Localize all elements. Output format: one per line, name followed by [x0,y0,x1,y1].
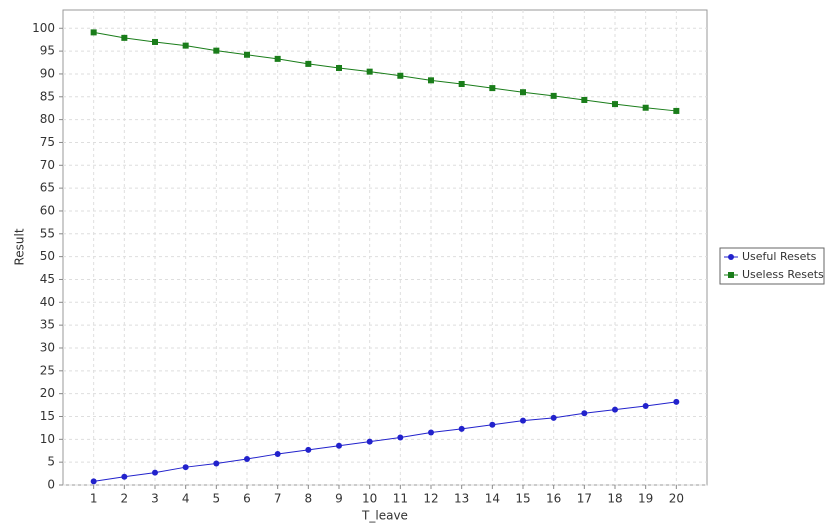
data-point [121,34,128,41]
data-point [121,473,128,480]
data-point [305,60,312,67]
legend-marker [728,254,734,260]
data-point [612,406,618,413]
y-tick-label: 80 [40,112,55,126]
data-point [642,402,649,409]
x-tick-label: 11 [393,492,408,506]
x-tick-label: 8 [305,492,313,506]
data-point [213,460,220,467]
x-tick-label: 3 [151,492,159,506]
data-point [673,398,680,405]
data-point [520,89,526,96]
y-tick-label: 45 [40,272,55,286]
data-point [489,421,496,428]
y-tick-label: 30 [40,340,55,354]
series-line [93,401,677,482]
data-point [581,410,588,417]
data-point [244,455,250,462]
legend-box [719,247,825,285]
x-tick-label: 4 [182,492,190,506]
x-tick-label: 9 [335,492,343,506]
x-tick-label: 7 [274,492,282,506]
data-point [458,80,465,87]
data-point [336,442,342,449]
data-point [428,429,434,436]
x-tick-label: 10 [362,492,377,506]
y-tick-label: 65 [40,181,55,195]
y-tick-label: 85 [40,89,55,103]
data-point [428,77,434,84]
x-tick-label: 15 [515,492,530,506]
data-point [274,450,281,457]
x-tick-label: 14 [485,492,500,506]
x-tick-label: 17 [577,492,592,506]
y-tick-label: 20 [40,386,55,400]
y-tick-label: 55 [40,226,55,240]
x-tick-label: 16 [546,492,561,506]
y-tick-label: 0 [47,478,55,492]
data-point [520,417,526,424]
y-tick-label: 10 [40,432,55,446]
x-tick-label: 13 [454,492,469,506]
data-point [612,101,618,108]
data-point [213,47,220,54]
x-tick-label: 19 [638,492,653,506]
data-point [489,85,496,92]
y-tick-label: 95 [40,44,55,58]
x-tick-label: 5 [213,492,221,506]
y-tick-label: 15 [40,409,55,423]
x-tick-label: 6 [243,492,251,506]
x-tick-label: 12 [423,492,438,506]
y-tick-label: 5 [47,455,55,469]
y-tick-label: 35 [40,318,55,332]
data-point [152,38,158,45]
data-point [581,96,588,103]
x-tick-label: 18 [607,492,622,506]
data-point [336,65,342,72]
y-axis-label: Result [13,228,27,265]
data-point [90,478,97,485]
data-point [152,469,158,476]
y-tick-label: 75 [40,135,55,149]
data-point [397,434,404,441]
legend-marker [728,272,734,278]
data-point [397,72,404,79]
legend-label: Useful Resets [742,250,817,263]
data-point [366,68,373,75]
plot-area [62,9,708,486]
y-tick-label: 60 [40,203,55,217]
x-tick-label: 2 [121,492,129,506]
data-point [90,29,97,36]
y-tick-label: 40 [40,295,55,309]
series-line [93,31,677,112]
y-tick-label: 50 [40,249,55,263]
data-point [550,414,557,421]
x-axis-label: T_leave [361,509,408,523]
data-point [182,42,189,49]
data-point [305,446,312,453]
y-tick-label: 25 [40,363,55,377]
data-point [274,55,281,62]
data-point [366,438,373,445]
y-tick-label: 90 [40,66,55,80]
x-tick-label: 20 [669,492,684,506]
x-tick-label: 1 [90,492,98,506]
data-point [182,464,189,471]
y-tick-label: 100 [32,21,55,35]
legend-label: Useless Resets [742,268,824,281]
data-point [673,107,680,114]
data-point [550,92,557,99]
data-point [458,425,465,432]
data-point [244,51,250,58]
y-tick-label: 70 [40,158,55,172]
data-point [642,104,649,111]
